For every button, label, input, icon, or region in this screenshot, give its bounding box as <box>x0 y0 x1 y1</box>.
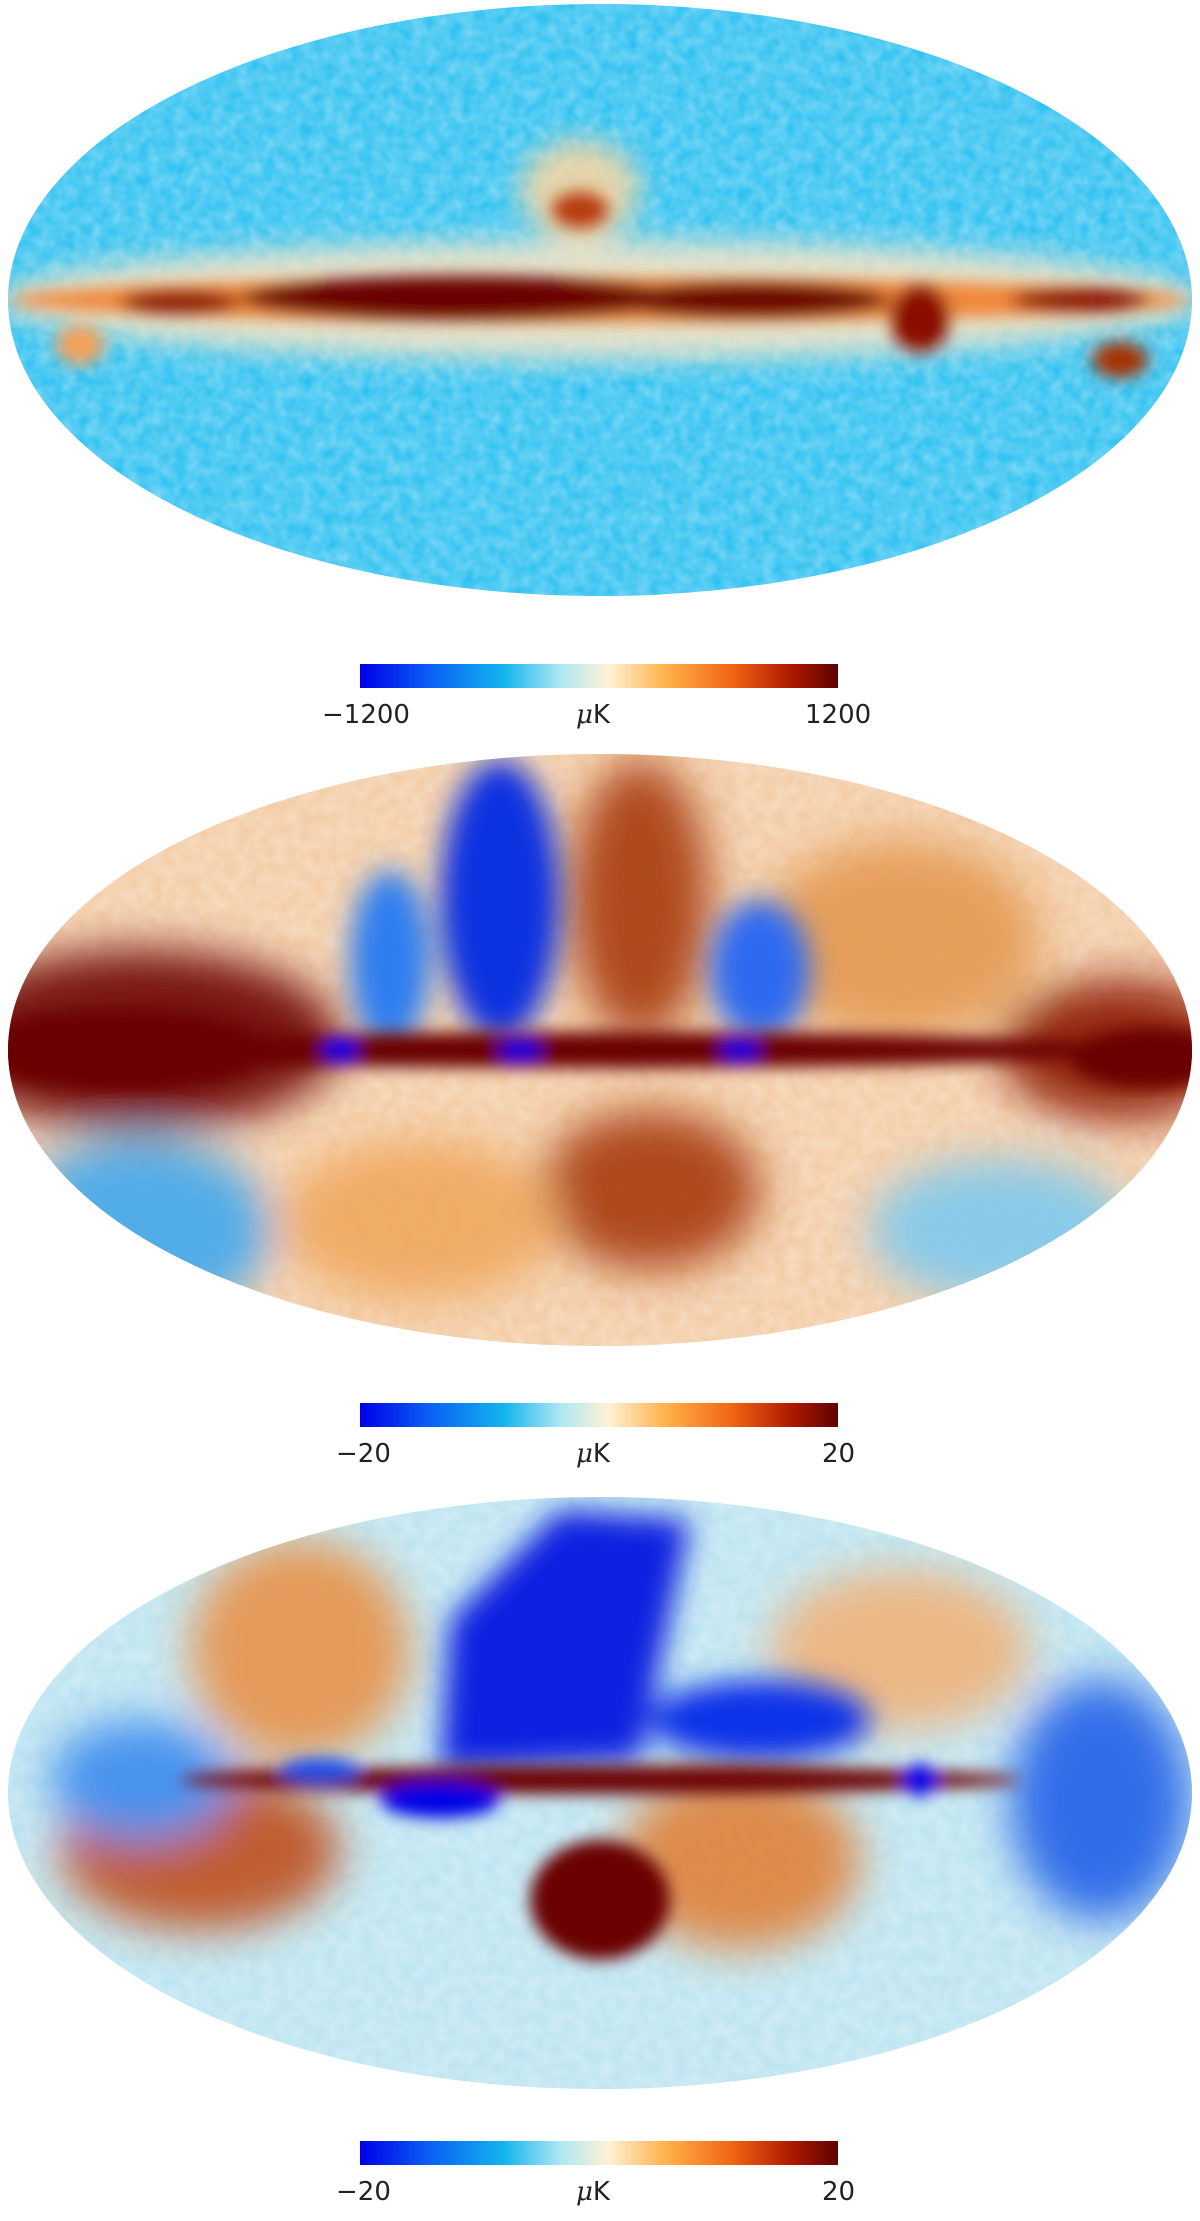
colorbar-max-label: 20 <box>822 1439 856 1469</box>
polarization-u-colorbar: −20 μK 20 <box>0 2141 1200 2221</box>
polarization-u-map <box>0 1490 1200 2096</box>
temperature-map-image <box>8 4 1192 596</box>
colorbar-gradient <box>360 1403 838 1427</box>
colorbar-gradient <box>360 664 838 688</box>
colorbar-unit-label: μK <box>576 700 610 730</box>
colorbar-unit-label: μK <box>576 2177 610 2207</box>
colorbar-unit-label: μK <box>576 1439 610 1469</box>
polarization-q-map-image <box>8 754 1192 1346</box>
polarization-q-colorbar: −20 μK 20 <box>0 1403 1200 1483</box>
polarization-q-map <box>0 750 1200 1350</box>
polarization-u-map-image <box>8 1497 1192 2089</box>
colorbar-min-label: −20 <box>336 1439 391 1469</box>
colorbar-min-label: −1200 <box>322 700 410 730</box>
colorbar-gradient <box>360 2141 838 2165</box>
colorbar-min-label: −20 <box>336 2177 391 2207</box>
temperature-colorbar: −1200 μK 1200 <box>0 664 1200 744</box>
temperature-map <box>0 0 1200 610</box>
colorbar-max-label: 1200 <box>805 700 872 730</box>
colorbar-max-label: 20 <box>822 2177 856 2207</box>
